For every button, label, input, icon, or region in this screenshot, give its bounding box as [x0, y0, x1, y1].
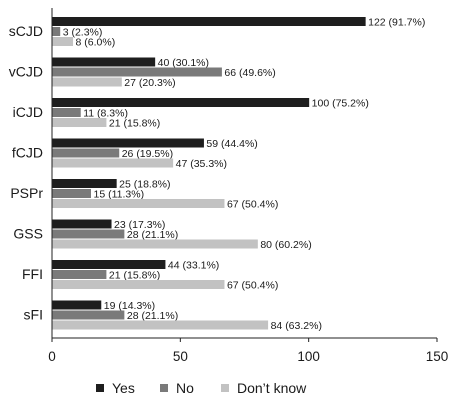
legend-label: Don’t know: [237, 380, 307, 396]
data-label: 21 (15.8%): [109, 270, 160, 282]
category-label: sCJD: [9, 23, 43, 39]
bar: [52, 320, 269, 330]
bar: [52, 239, 258, 249]
bar: [52, 108, 81, 117]
category-label: fCJD: [12, 145, 43, 161]
data-label: 44 (33.1%): [168, 260, 219, 272]
bar: [52, 300, 102, 310]
data-label: 28 (21.1%): [127, 229, 178, 241]
legend-swatch: [96, 384, 104, 392]
data-label: 66 (49.6%): [224, 67, 275, 79]
x-tick-labels: 0 50 100 150: [48, 338, 448, 364]
bar: [52, 148, 120, 158]
bar: [52, 179, 117, 188]
bar: [52, 199, 225, 208]
x-tick-label: 150: [426, 349, 449, 364]
data-label: 67 (50.4%): [227, 199, 278, 211]
data-label: 25 (18.8%): [119, 179, 170, 191]
bar: [52, 37, 74, 46]
legend-label: Yes: [112, 380, 135, 396]
bar: [52, 17, 366, 26]
category-label: GSS: [13, 226, 43, 242]
bar: [52, 27, 61, 36]
legend-swatch: [221, 384, 229, 392]
data-label: 26 (19.5%): [122, 148, 173, 160]
data-label: 80 (60.2%): [260, 239, 311, 251]
data-label: 8 (6.0%): [76, 37, 116, 49]
data-label: 40 (30.1%): [158, 57, 209, 69]
bar: [52, 310, 125, 320]
bar: [52, 67, 222, 77]
data-label: 28 (21.1%): [127, 310, 178, 322]
legend-swatch: [160, 384, 168, 392]
bars-layer: 122 (91.7%) 3 (2.3%)8 (6.0%) 40 (30.1%) 66 …: [52, 17, 425, 332]
bar: [52, 189, 91, 198]
bar: [52, 118, 107, 127]
bar: [52, 260, 166, 269]
category-label: iCJD: [13, 104, 43, 120]
bar: [52, 77, 122, 87]
legend: Yes No Don’t know: [96, 380, 307, 396]
data-label: 19 (14.3%): [104, 300, 155, 312]
data-label: 59 (44.4%): [206, 138, 257, 150]
data-label: 122 (91.7%): [368, 17, 425, 29]
data-label: 3 (2.3%): [63, 27, 103, 39]
bar: [52, 98, 310, 107]
bar: [52, 138, 204, 148]
category-label: sFI: [24, 307, 43, 323]
category-label: FFI: [22, 266, 43, 282]
data-label: 47 (35.3%): [176, 158, 227, 170]
data-label: 23 (17.3%): [114, 219, 165, 231]
bar: [52, 158, 174, 168]
data-label: 15 (11.3%): [94, 189, 145, 201]
bar: [52, 229, 125, 239]
bar: [52, 280, 225, 289]
x-tick-label: 100: [297, 349, 320, 364]
data-label: 27 (20.3%): [124, 77, 175, 89]
category-label: vCJD: [9, 64, 43, 80]
bar: [52, 219, 112, 229]
data-label: 11 (8.3%): [83, 108, 128, 120]
data-label: 84 (63.2%): [271, 320, 322, 332]
data-label: 67 (50.4%): [227, 280, 278, 292]
x-tick-label: 50: [173, 349, 188, 364]
category-label: PSPr: [10, 185, 43, 201]
bar: [52, 270, 107, 279]
data-label: 21 (15.8%): [109, 118, 160, 130]
x-axis: [51, 8, 437, 339]
data-label: 100 (75.2%): [312, 98, 369, 110]
x-tick-label: 0: [48, 349, 56, 364]
bar: [52, 57, 156, 67]
category-labels: sCJD vCJD iCJD fCJD PSPr GSS FFI sFI: [9, 23, 44, 323]
legend-label: No: [176, 380, 194, 396]
